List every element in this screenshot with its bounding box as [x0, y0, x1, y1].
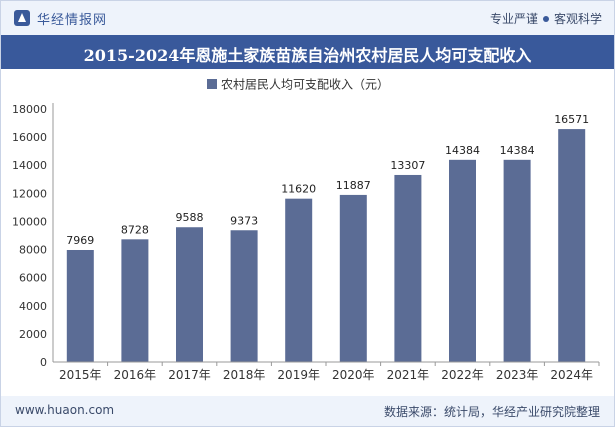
y-tick-label: 0 [40, 356, 47, 369]
tagline-right: 客观科学 [553, 12, 602, 26]
y-tick-label: 2000 [19, 328, 47, 341]
y-tick-label: 12000 [12, 187, 47, 200]
bar [394, 174, 422, 362]
y-tick-label: 8000 [19, 244, 47, 257]
data-label: 11620 [281, 183, 316, 196]
data-label: 9588 [176, 211, 204, 224]
bar [503, 159, 531, 362]
bar [121, 239, 149, 362]
footer-website: www.huaon.com [15, 403, 115, 417]
tagline-left: 专业严谨 [489, 12, 538, 26]
y-tick-label: 14000 [12, 159, 47, 172]
x-tick-label: 2018年 [223, 368, 266, 382]
legend-swatch [207, 79, 217, 89]
bar-chart: 农村居民人均可支配收入（元） 0 2000 4000 6000 8000 10000 120… [12, 78, 600, 382]
x-tick-label: 2024年 [550, 368, 593, 382]
x-tick-label: 2017年 [168, 368, 211, 382]
bar [285, 198, 313, 362]
data-label: 7969 [66, 234, 94, 247]
bar [558, 129, 586, 362]
footer-bar: www.huaon.com 数据来源：统计局，华经产业研究院整理 [1, 396, 614, 426]
data-label: 8728 [121, 223, 149, 236]
legend-label: 农村居民人均可支配收入（元） [221, 78, 389, 92]
y-tick-label: 10000 [12, 215, 47, 228]
chart-title: 2015-2024年恩施土家族苗族自治州农村居民人均可支配收入 [83, 46, 532, 65]
bar [176, 227, 203, 362]
x-tick-label: 2023年 [496, 368, 539, 382]
bar [230, 230, 258, 362]
tagline: 专业严谨 客观科学 [490, 10, 602, 27]
title-bar: 2015-2024年恩施土家族苗族自治州农村居民人均可支配收入 [1, 35, 614, 69]
top-bar: 华经情报网 专业严谨 客观科学 [1, 1, 614, 35]
y-tick-label: 6000 [19, 272, 47, 285]
x-tick-label: 2022年 [441, 368, 484, 382]
y-tick-label: 16000 [12, 131, 47, 144]
bar-series: 7969 8728 9588 9373 11620 11887 13307 14384 1438… [66, 113, 589, 362]
x-tick-label: 2016年 [114, 368, 157, 382]
data-label: 11887 [336, 179, 371, 192]
x-tick-label: 2021年 [387, 368, 430, 382]
x-tick-label: 2019年 [277, 368, 320, 382]
huajing-logo-icon [14, 10, 30, 26]
x-tick-label: 2020年 [332, 368, 375, 382]
y-tick-label: 4000 [19, 300, 47, 313]
data-label: 16571 [554, 113, 589, 126]
y-tick-label: 18000 [12, 103, 47, 116]
footer-source: 数据来源：统计局，华经产业研究院整理 [383, 405, 600, 419]
data-label: 13307 [390, 159, 425, 172]
data-label: 9373 [230, 214, 258, 227]
data-label: 14384 [445, 144, 480, 157]
tagline-dot-icon [542, 16, 549, 22]
x-axis: 2015年 2016年 2017年 2018年 2019年 2020年 2021年 2022年… [53, 361, 600, 382]
x-tick-label: 2015年 [59, 368, 102, 382]
brand-name: 华经情报网 [37, 13, 108, 28]
bar [449, 159, 476, 362]
bar [339, 194, 367, 362]
data-label: 14384 [500, 144, 535, 157]
chart-legend: 农村居民人均可支配收入（元） [207, 78, 389, 92]
bar [66, 249, 94, 362]
y-axis: 0 2000 4000 6000 8000 10000 12000 14000 16000 180… [12, 103, 54, 369]
